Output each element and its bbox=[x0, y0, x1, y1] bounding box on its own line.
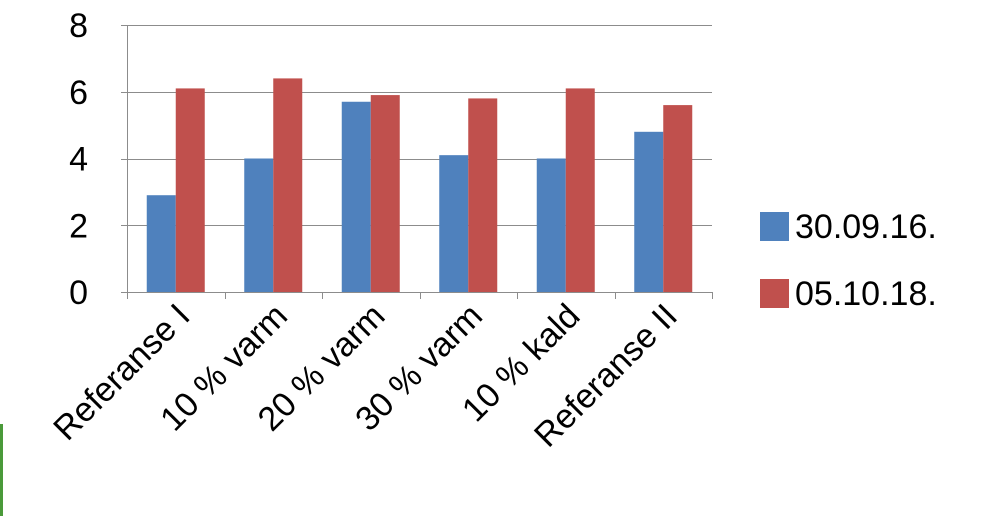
bars bbox=[146, 78, 693, 293]
y-tick-label: 2 bbox=[69, 207, 88, 245]
legend-label: 30.09.16. bbox=[795, 208, 937, 246]
bar-series-2 bbox=[468, 98, 498, 292]
bar-series-1 bbox=[146, 195, 176, 292]
axes bbox=[121, 25, 713, 299]
bar-series-2 bbox=[663, 105, 693, 292]
gridlines bbox=[127, 25, 712, 226]
y-tick-label: 0 bbox=[69, 274, 88, 312]
bar-series-1 bbox=[536, 158, 566, 292]
bar-series-2 bbox=[370, 95, 400, 293]
legend-swatch bbox=[760, 212, 789, 241]
legend: 30.09.16. 05.10.18. bbox=[760, 208, 937, 313]
y-tick-labels: 0 2 4 6 8 bbox=[69, 7, 88, 312]
y-tick-label: 4 bbox=[69, 141, 88, 179]
bar-series-1 bbox=[341, 101, 371, 292]
y-tick-label: 8 bbox=[69, 7, 88, 45]
bar-series-2 bbox=[175, 88, 205, 292]
edge-accent-bar bbox=[0, 424, 3, 516]
y-tick-label: 6 bbox=[69, 74, 88, 112]
legend-label: 05.10.18. bbox=[795, 275, 937, 313]
bar-series-1 bbox=[244, 158, 274, 292]
bar-series-2 bbox=[273, 78, 303, 293]
legend-swatch bbox=[760, 279, 789, 308]
bar-series-1 bbox=[634, 131, 664, 292]
bar-series-1 bbox=[439, 155, 469, 292]
bar-series-2 bbox=[565, 88, 595, 292]
